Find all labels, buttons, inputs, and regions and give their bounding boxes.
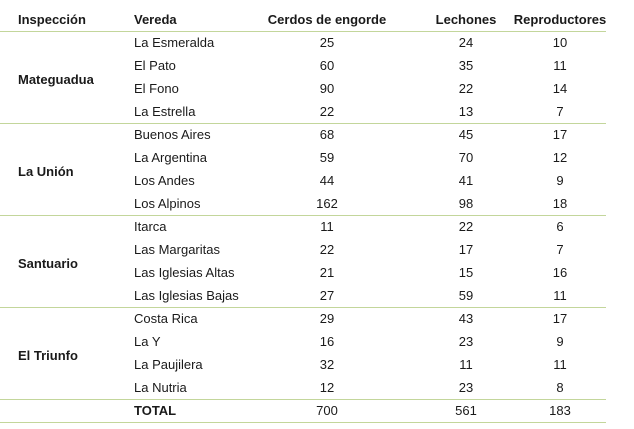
- cell-value: 11: [553, 58, 567, 73]
- cell-value: 45: [458, 127, 474, 142]
- cell-value: 16: [319, 334, 335, 349]
- cell-value: 70: [458, 150, 474, 165]
- cell-value: 14: [552, 81, 568, 96]
- separator: [0, 399, 606, 400]
- cell-value: 32: [319, 357, 335, 372]
- cell-value: 15: [458, 265, 474, 280]
- vereda: Costa Rica: [134, 311, 198, 326]
- cell-value: 68: [319, 127, 335, 142]
- vereda: La Argentina: [134, 150, 208, 165]
- vereda: Itarca: [134, 219, 167, 234]
- cell-value: 6: [556, 219, 564, 234]
- total-value: 561: [455, 403, 477, 418]
- cell-value: 18: [552, 196, 568, 211]
- cell-value: 22: [458, 219, 474, 234]
- total-value: 183: [549, 403, 571, 418]
- column-header: Lechones: [435, 12, 497, 27]
- cell-value: 90: [319, 81, 335, 96]
- cell-value: 7: [556, 104, 564, 119]
- cell-value: 12: [552, 150, 568, 165]
- cell-value: 98: [458, 196, 474, 211]
- cell-value: 22: [458, 81, 474, 96]
- vereda: La Estrella: [134, 104, 196, 119]
- cell-value: 11: [553, 357, 567, 372]
- cell-value: 22: [319, 242, 335, 257]
- cell-value: 13: [458, 104, 474, 119]
- cell-value: 23: [458, 380, 474, 395]
- cell-value: 43: [458, 311, 474, 326]
- cell-value: 17: [552, 311, 568, 326]
- vereda: El Pato: [134, 58, 176, 73]
- vereda: Buenos Aires: [134, 127, 211, 142]
- cell-value: 11: [320, 219, 334, 234]
- cell-value: 35: [458, 58, 474, 73]
- cell-value: 59: [458, 288, 474, 303]
- separator: [0, 422, 606, 423]
- cell-value: 9: [556, 173, 564, 188]
- cell-value: 22: [319, 104, 335, 119]
- separator: [0, 215, 606, 216]
- cell-value: 23: [458, 334, 474, 349]
- column-header: Cerdos de engorde: [267, 12, 387, 27]
- vereda: Las Iglesias Bajas: [134, 288, 239, 303]
- cell-value: 25: [319, 35, 335, 50]
- inspeccion: Mateguadua: [18, 72, 94, 87]
- cell-value: 17: [552, 127, 568, 142]
- vereda: La Nutria: [134, 380, 187, 395]
- vereda: Las Margaritas: [134, 242, 220, 257]
- cell-value: 9: [556, 334, 564, 349]
- cell-value: 7: [556, 242, 564, 257]
- total-value: 700: [316, 403, 338, 418]
- cell-value: 24: [458, 35, 474, 50]
- vereda: La Y: [134, 334, 161, 349]
- cell-value: 59: [319, 150, 335, 165]
- cell-value: 27: [319, 288, 335, 303]
- cell-value: 41: [458, 173, 474, 188]
- cell-value: 21: [319, 265, 335, 280]
- vereda: Las Iglesias Altas: [134, 265, 235, 280]
- cell-value: 11: [553, 288, 567, 303]
- vereda: La Paujilera: [134, 357, 203, 372]
- separator: [0, 123, 606, 124]
- cell-value: 11: [459, 357, 473, 372]
- vereda: Los Andes: [134, 173, 195, 188]
- cell-value: 29: [319, 311, 335, 326]
- separator: [0, 307, 606, 308]
- column-header: Vereda: [134, 12, 177, 27]
- inspeccion: Santuario: [18, 256, 78, 271]
- column-header: Inspección: [18, 12, 86, 27]
- column-header: Reproductores: [513, 12, 607, 27]
- cell-value: 17: [458, 242, 474, 257]
- vereda: La Esmeralda: [134, 35, 215, 50]
- cell-value: 162: [316, 196, 338, 211]
- cell-value: 44: [319, 173, 335, 188]
- cell-value: 12: [319, 380, 335, 395]
- inspeccion: La Unión: [18, 164, 74, 179]
- cell-value: 60: [319, 58, 335, 73]
- cell-value: 10: [552, 35, 568, 50]
- vereda: El Fono: [134, 81, 179, 96]
- total-label: TOTAL: [134, 403, 177, 418]
- inspeccion: El Triunfo: [18, 348, 78, 363]
- separator: [0, 31, 606, 32]
- cell-value: 16: [552, 265, 568, 280]
- cell-value: 8: [556, 380, 564, 395]
- vereda: Los Alpinos: [134, 196, 201, 211]
